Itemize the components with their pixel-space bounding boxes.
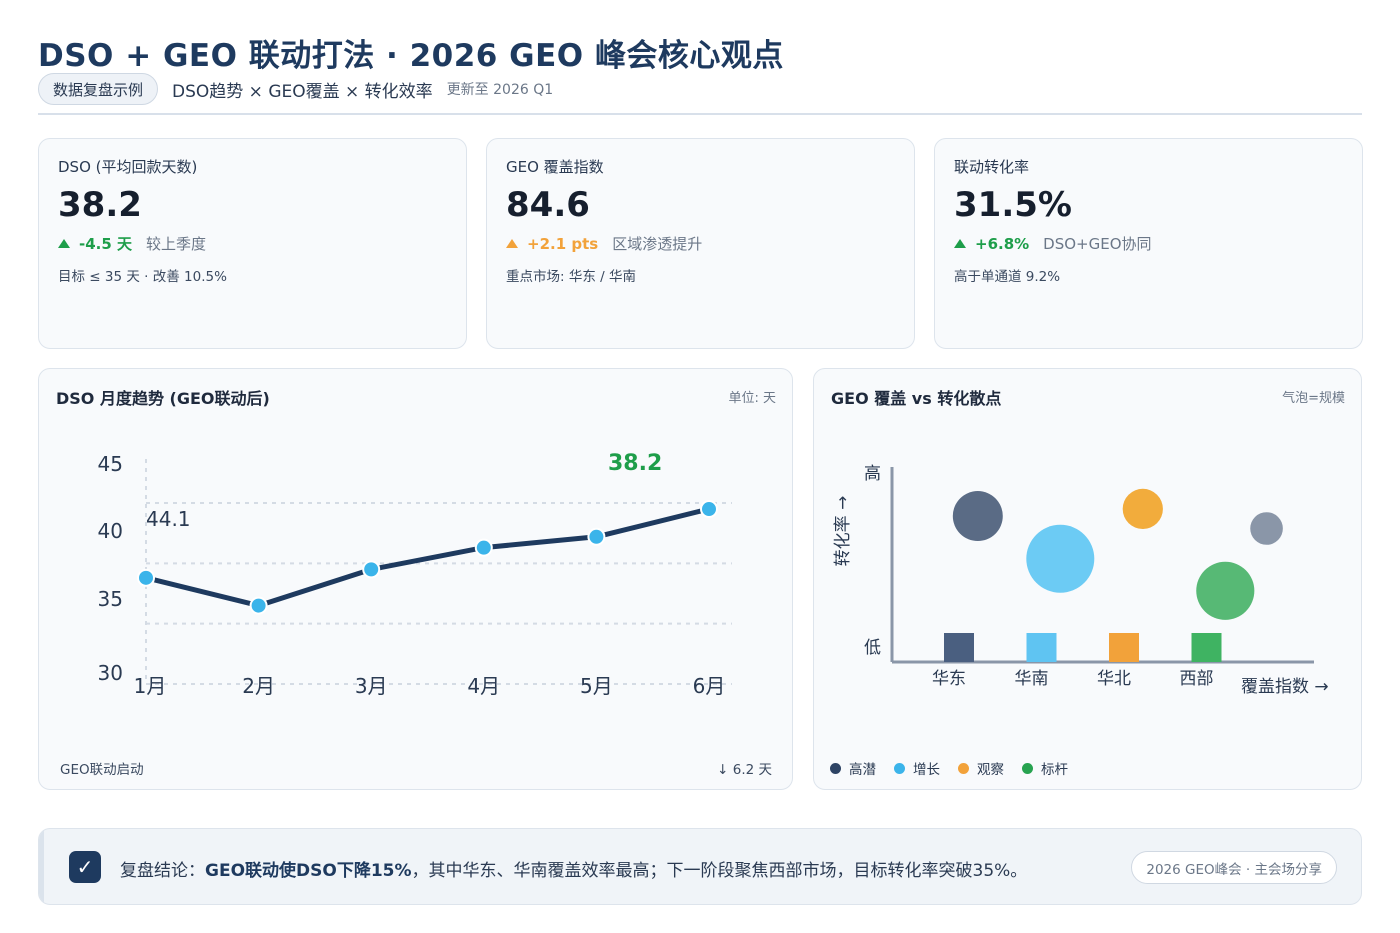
tag-pill[interactable]: 数据复盘示例 bbox=[38, 73, 159, 105]
x-tick-label: 1月 bbox=[134, 674, 167, 698]
header-divider bbox=[38, 113, 1362, 115]
region-bar bbox=[944, 633, 974, 662]
kpi-value: 38.2 bbox=[58, 185, 142, 225]
bubble bbox=[1196, 561, 1255, 620]
kpi-note: 重点市场: 华东 / 华南 bbox=[506, 269, 636, 285]
bubble bbox=[952, 491, 1003, 542]
legend-item[interactable]: 增长 bbox=[894, 758, 940, 778]
bubble bbox=[1026, 524, 1095, 593]
panel-unit: 气泡=规模 bbox=[1282, 391, 1345, 406]
data-point bbox=[587, 527, 606, 546]
region-bar bbox=[1026, 633, 1057, 662]
dso-series-line bbox=[143, 506, 712, 609]
x-tick-label: 2月 bbox=[242, 674, 275, 698]
kpi-card-dso: DSO (平均回款天数) 38.2 -4.5 天 较上季度 目标 ≤ 35 天 … bbox=[38, 138, 467, 349]
subtitle: DSO趋势 × GEO覆盖 × 转化效率 bbox=[172, 81, 433, 102]
kpi-delta: -4.5 天 bbox=[79, 235, 133, 253]
legend-dot-icon bbox=[830, 762, 841, 774]
kpi-change: +2.1 pts 区域渗透提升 bbox=[506, 233, 895, 254]
region-label: 华南 bbox=[1015, 669, 1049, 689]
kpi-change: +6.8% DSO+GEO协同 bbox=[954, 233, 1343, 254]
kpi-card-geo: GEO 覆盖指数 84.6 +2.1 pts 区域渗透提升 重点市场: 华东 /… bbox=[486, 138, 915, 349]
y-tick-label: 40 bbox=[98, 519, 123, 543]
kpi-label: 联动转化率 bbox=[954, 158, 1030, 176]
legend-item[interactable]: 标杆 bbox=[1022, 758, 1068, 778]
legend: 高潜 增长 观察 标杆 bbox=[830, 758, 1086, 778]
region-bar bbox=[1109, 633, 1139, 662]
kpi-delta: +2.1 pts bbox=[527, 234, 599, 253]
panel-title: DSO 月度趋势 (GEO联动后) bbox=[56, 389, 270, 408]
data-point bbox=[362, 560, 381, 579]
panel-title: GEO 覆盖 vs 转化散点 bbox=[831, 389, 1002, 408]
y-axis-label: 转化率 → bbox=[833, 496, 853, 567]
panel-unit: 单位: 天 bbox=[728, 391, 776, 406]
up-arrow-icon bbox=[954, 239, 966, 248]
x-tick-label: 6月 bbox=[693, 674, 726, 698]
region-label: 西部 bbox=[1180, 669, 1214, 689]
geo-launch-note: GEO联动启动 bbox=[60, 762, 144, 778]
conclusion-banner: ✓ 复盘结论：GEO联动使DSO下降15%，其中华东、华南覆盖效率最高；下一阶段… bbox=[38, 828, 1362, 905]
bubble bbox=[1250, 512, 1283, 545]
subtitle-row: 数据复盘示例 DSO趋势 × GEO覆盖 × 转化效率 更新至 2026 Q1 bbox=[38, 73, 553, 105]
dso-drop-note: ↓ 6.2 天 bbox=[717, 762, 772, 778]
y-low-label: 低 bbox=[864, 638, 881, 658]
x-tick-label: 3月 bbox=[355, 674, 388, 698]
kpi-change: -4.5 天 较上季度 bbox=[58, 233, 447, 254]
conclusion-prefix: 复盘结论： bbox=[120, 861, 205, 881]
kpi-note: 高于单通道 9.2% bbox=[954, 269, 1061, 285]
geo-scatter-panel: GEO 覆盖 vs 转化散点 气泡=规模 高 低 转化率 → 覆盖指数 → 华东… bbox=[813, 368, 1362, 790]
data-point bbox=[249, 596, 268, 615]
kpi-note: 目标 ≤ 35 天 · 改善 10.5% bbox=[58, 269, 227, 285]
y-tick-label: 45 bbox=[98, 452, 123, 476]
data-point bbox=[474, 538, 493, 557]
conclusion-rest: ，其中华东、华南覆盖效率最高；下一阶段聚焦西部市场，目标转化率突破35%。 bbox=[411, 861, 1028, 881]
legend-label: 增长 bbox=[913, 762, 940, 778]
event-badge[interactable]: 2026 GEO峰会 · 主会场分享 bbox=[1131, 851, 1337, 884]
up-arrow-icon bbox=[506, 239, 518, 248]
up-arrow-icon bbox=[58, 239, 70, 248]
kpi-label: GEO 覆盖指数 bbox=[506, 158, 604, 176]
legend-label: 观察 bbox=[977, 762, 1004, 778]
y-tick-label: 35 bbox=[98, 587, 123, 611]
legend-item[interactable]: 观察 bbox=[958, 758, 1004, 778]
kpi-label: DSO (平均回款天数) bbox=[58, 158, 198, 176]
x-tick-label: 5月 bbox=[580, 674, 613, 698]
kpi-value: 84.6 bbox=[506, 185, 590, 225]
legend-item[interactable]: 高潜 bbox=[830, 758, 876, 778]
region-bar bbox=[1191, 633, 1222, 662]
bubble bbox=[1122, 488, 1163, 530]
kpi-compare: 区域渗透提升 bbox=[612, 235, 703, 253]
legend-label: 高潜 bbox=[849, 762, 876, 778]
legend-dot-icon bbox=[958, 762, 969, 774]
region-label: 华北 bbox=[1097, 669, 1131, 689]
page-title: DSO + GEO 联动打法 · 2026 GEO 峰会核心观点 bbox=[38, 38, 784, 74]
checkmark-icon: ✓ bbox=[69, 851, 101, 883]
legend-dot-icon bbox=[894, 762, 905, 774]
kpi-delta: +6.8% bbox=[975, 234, 1030, 253]
conclusion-text: 复盘结论：GEO联动使DSO下降15%，其中华东、华南覆盖效率最高；下一阶段聚焦… bbox=[120, 856, 1027, 881]
legend-label: 标杆 bbox=[1041, 762, 1068, 778]
region-label: 华东 bbox=[932, 669, 966, 689]
geo-scatter-chart: 高 低 转化率 → 覆盖指数 → 华东 华南 华北 西部 bbox=[833, 464, 1329, 697]
kpi-compare: DSO+GEO协同 bbox=[1043, 235, 1152, 253]
data-point bbox=[700, 500, 718, 519]
dso-trend-panel: DSO 月度趋势 (GEO联动后) 单位: 天 30 35 40 45 1月 2月 3月 4… bbox=[38, 368, 793, 790]
x-tick-label: 4月 bbox=[467, 674, 500, 698]
kpi-value: 31.5% bbox=[954, 185, 1072, 225]
start-value-label: 44.1 bbox=[146, 507, 191, 531]
kpi-card-conversion: 联动转化率 31.5% +6.8% DSO+GEO协同 高于单通道 9.2% bbox=[934, 138, 1363, 349]
y-tick-label: 30 bbox=[98, 661, 123, 685]
kpi-compare: 较上季度 bbox=[146, 235, 207, 253]
conclusion-highlight: GEO联动使DSO下降15% bbox=[205, 861, 412, 881]
data-point bbox=[137, 568, 155, 587]
x-axis-label: 覆盖指数 → bbox=[1241, 677, 1329, 697]
y-high-label: 高 bbox=[864, 464, 881, 484]
banner-accent bbox=[39, 829, 44, 904]
updated-timestamp: 更新至 2026 Q1 bbox=[446, 82, 554, 98]
legend-dot-icon bbox=[1022, 762, 1033, 774]
dso-line-chart: 30 35 40 45 1月 2月 3月 4月 5月 6月 44.1 38.2 bbox=[98, 451, 732, 698]
end-value-label: 38.2 bbox=[608, 451, 662, 476]
